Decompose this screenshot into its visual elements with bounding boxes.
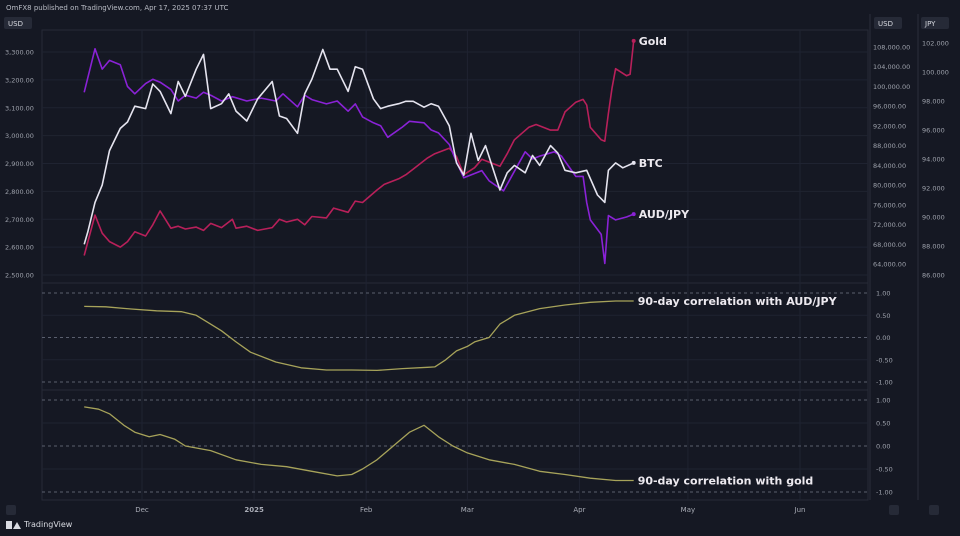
gold-series-end-marker <box>631 38 636 43</box>
left-unit-badge <box>4 17 32 29</box>
left-axis-unit: USD <box>8 20 23 28</box>
gold-series-label: Gold <box>639 35 667 48</box>
left-tick-label: 3,200.00 <box>5 76 34 84</box>
mid-tick-label: 92,000.00 <box>873 122 906 130</box>
corr2-tick-label: -1.00 <box>876 489 893 497</box>
left-tick-label: 3,100.00 <box>5 104 34 112</box>
tradingview-brand: TradingView <box>6 520 72 529</box>
mid-axis-unit: USD <box>878 20 893 28</box>
right-axis-unit: JPY <box>924 20 936 28</box>
publisher-caption: OmFX8 published on TradingView.com, Apr … <box>6 4 229 12</box>
left-tick-label: 2,500.00 <box>5 272 34 280</box>
right-scale-button <box>929 505 939 515</box>
corr2-label: 90-day correlation with gold <box>638 475 814 488</box>
mid-tick-label: 68,000.00 <box>873 241 906 249</box>
mid-tick-label: 88,000.00 <box>873 142 906 150</box>
right-tick-label: 86.000 <box>922 272 945 280</box>
left-scale-button <box>6 505 16 515</box>
left-tick-label: 3,000.00 <box>5 132 34 140</box>
x-tick-label: Mar <box>461 506 474 514</box>
corr2-tick-label: 0.50 <box>876 420 890 428</box>
btc-series-end-marker <box>631 160 636 165</box>
corr2-line <box>84 406 634 482</box>
x-tick-label: Apr <box>573 506 585 514</box>
x-tick-label: Dec <box>135 506 149 514</box>
mid-tick-label: 76,000.00 <box>873 201 906 209</box>
right-tick-label: 100.000 <box>922 69 949 77</box>
x-tick-label: May <box>681 506 695 514</box>
mid-tick-label: 80,000.00 <box>873 182 906 190</box>
audjpy-series-label: AUD/JPY <box>639 208 690 221</box>
right-tick-label: 96.000 <box>922 127 945 135</box>
left-tick-label: 2,600.00 <box>5 244 34 252</box>
mid-unit-badge <box>874 17 902 29</box>
right-tick-label: 98.000 <box>922 98 945 106</box>
left-tick-label: 2,700.00 <box>5 216 34 224</box>
left-tick-label: 2,800.00 <box>5 188 34 196</box>
left-tick-label: 2,900.00 <box>5 160 34 168</box>
corr2-tick-label: 0.00 <box>876 443 890 451</box>
auto-scale-button <box>889 505 899 515</box>
corr1-tick-label: -0.50 <box>876 356 893 364</box>
corr1-tick-label: 0.50 <box>876 312 890 320</box>
mid-tick-label: 108,000.00 <box>873 44 910 52</box>
mid-tick-label: 84,000.00 <box>873 162 906 170</box>
corr1-tick-label: 0.00 <box>876 334 890 342</box>
right-tick-label: 102.000 <box>922 40 949 48</box>
panel-border-2 <box>41 389 869 501</box>
gold-series-line <box>83 40 635 256</box>
audjpy-series-end-marker <box>631 212 636 217</box>
corr1-label: 90-day correlation with AUD/JPY <box>638 295 838 308</box>
mid-tick-label: 104,000.00 <box>873 63 910 71</box>
corr2-tick-label: -0.50 <box>876 466 893 474</box>
brand-label: TradingView <box>24 520 73 529</box>
corr1-tick-label: 1.00 <box>876 290 890 298</box>
tradingview-logo-icon <box>6 520 21 529</box>
right-tick-label: 94.000 <box>922 156 945 164</box>
x-tick-label: Jun <box>794 506 806 514</box>
mid-tick-label: 100,000.00 <box>873 83 910 91</box>
mid-tick-label: 96,000.00 <box>873 103 906 111</box>
mid-tick-label: 64,000.00 <box>873 261 906 269</box>
right-tick-label: 92.000 <box>922 185 945 193</box>
left-tick-label: 3,300.00 <box>5 49 34 57</box>
right-tick-label: 88.000 <box>922 243 945 251</box>
right-unit-badge <box>921 17 949 29</box>
right-tick-label: 90.000 <box>922 214 945 222</box>
audjpy-series-line <box>83 48 634 265</box>
mid-tick-label: 72,000.00 <box>873 221 906 229</box>
corr2-tick-label: 1.00 <box>876 397 890 405</box>
btc-series-line <box>83 48 635 245</box>
x-tick-label: 2025 <box>244 506 264 514</box>
corr1-tick-label: -1.00 <box>876 379 893 387</box>
btc-series-label: BTC <box>639 157 663 170</box>
x-tick-label: Feb <box>360 506 373 514</box>
corr1-line <box>84 300 634 372</box>
